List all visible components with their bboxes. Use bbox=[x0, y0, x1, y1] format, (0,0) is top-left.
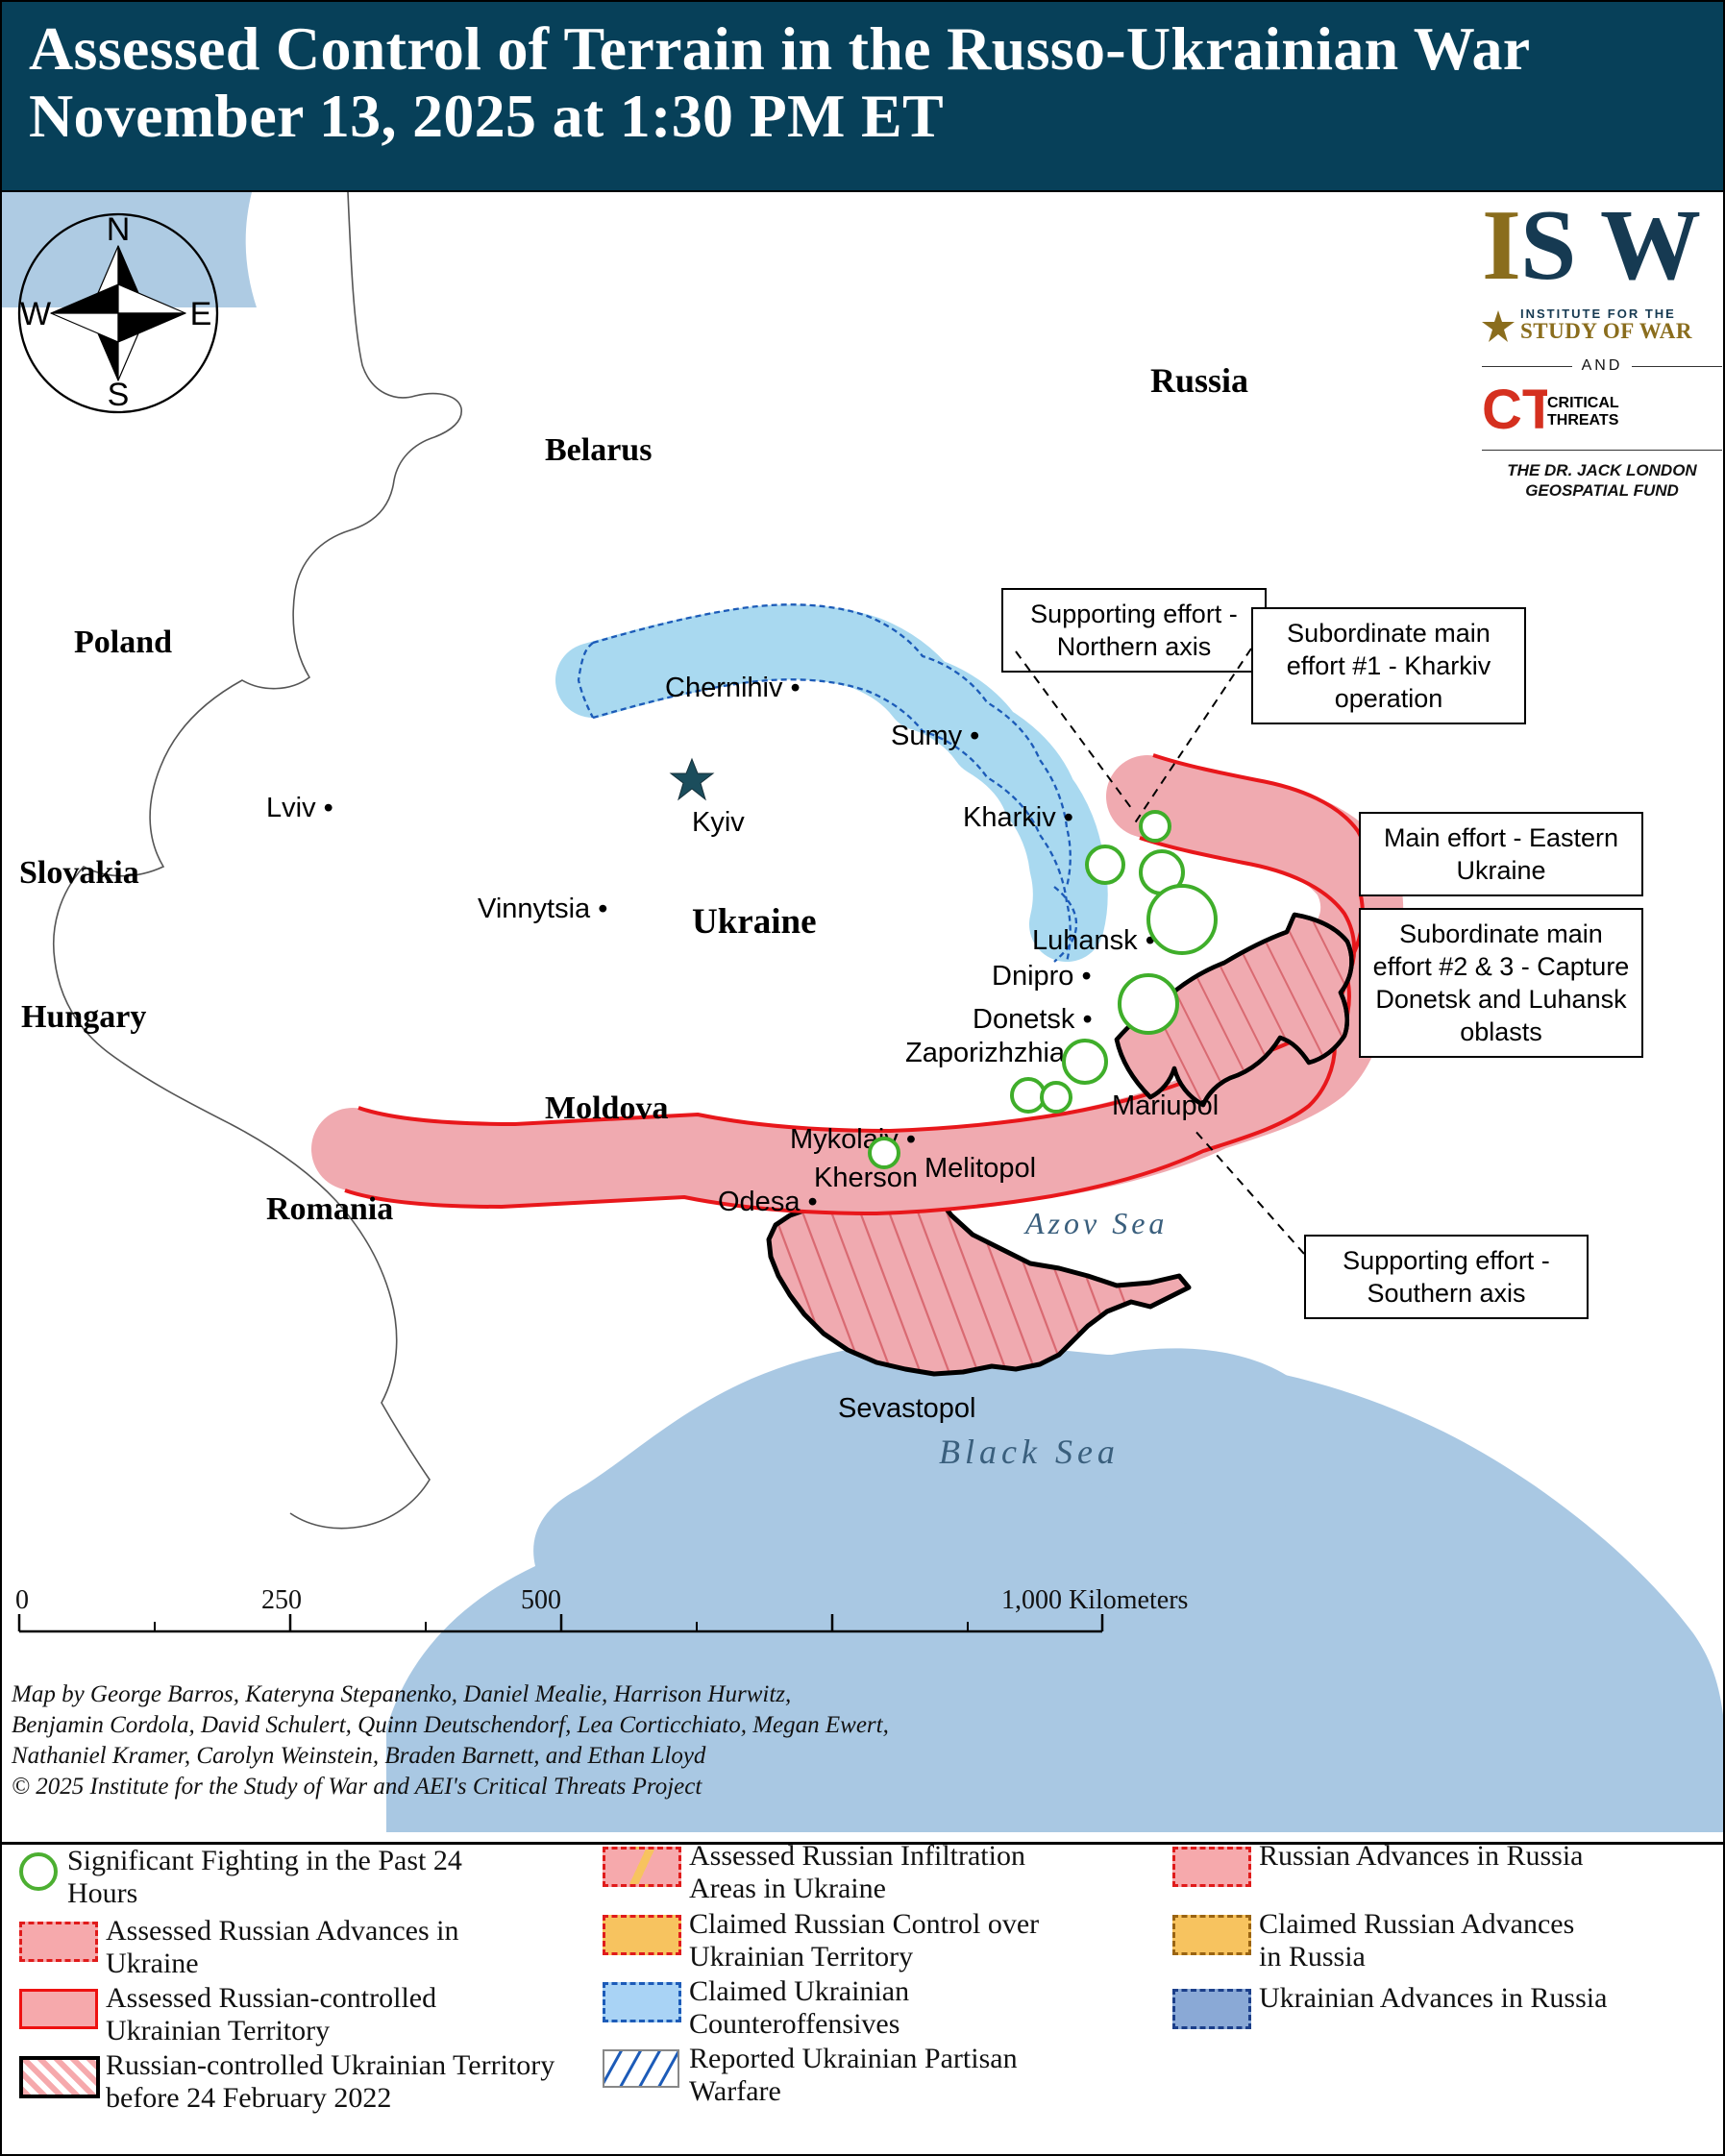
svg-text:S: S bbox=[1520, 194, 1576, 301]
svg-text:N: N bbox=[107, 211, 131, 248]
svg-text:E: E bbox=[190, 296, 212, 332]
svg-text:W: W bbox=[1600, 194, 1701, 301]
svg-text:CT: CT bbox=[1482, 384, 1547, 440]
svg-text:W: W bbox=[20, 296, 51, 332]
svg-text:I: I bbox=[1482, 194, 1521, 301]
svg-text:S: S bbox=[108, 377, 130, 413]
